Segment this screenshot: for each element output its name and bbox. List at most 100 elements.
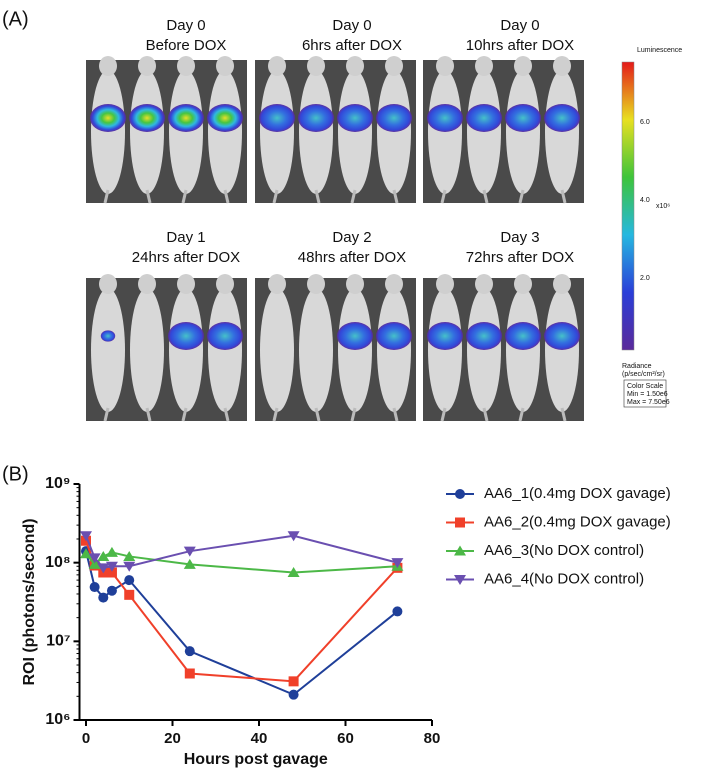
y-tick-label: 10⁹ — [45, 475, 70, 492]
mouse-head — [138, 56, 156, 76]
imaging-panel — [86, 56, 247, 204]
image-caption: Before DOX — [146, 37, 227, 54]
mouse-head — [385, 274, 403, 294]
legend-label: AA6_1(0.4mg DOX gavage) — [484, 485, 671, 502]
mouse-head — [138, 274, 156, 294]
data-point — [79, 548, 92, 559]
x-tick-label: 80 — [424, 730, 441, 747]
mouse-head — [385, 56, 403, 76]
data-point — [183, 546, 196, 557]
image-caption: 72hrs after DOX — [466, 249, 574, 266]
imaging-panel — [255, 56, 416, 204]
mouse-head — [475, 56, 493, 76]
colorbar-tick: 2.0 — [640, 275, 650, 282]
colorbar-title: Luminescence — [637, 47, 682, 54]
signal — [168, 104, 204, 132]
y-axis-label: ROI (photons/second) — [21, 518, 38, 685]
mouse-head — [436, 56, 454, 76]
signal — [298, 104, 334, 132]
mouse-head — [514, 56, 532, 76]
signal — [337, 322, 373, 350]
data-point — [288, 676, 299, 687]
mouse-tail — [350, 189, 357, 204]
data-point — [106, 585, 117, 596]
mouse-head — [307, 56, 325, 76]
mouse-tail — [518, 189, 525, 204]
mouse-tail — [560, 189, 567, 204]
x-tick-label: 60 — [337, 730, 354, 747]
image-caption: 24hrs after DOX — [132, 249, 240, 266]
mouse-tail — [272, 407, 279, 422]
signal — [129, 104, 165, 132]
mouse-head — [177, 274, 195, 294]
signal — [259, 104, 295, 132]
panel-label: (A) — [2, 8, 29, 30]
mouse-head — [307, 274, 325, 294]
legend-marker — [454, 575, 466, 585]
signal — [544, 104, 580, 132]
mouse-head — [268, 56, 286, 76]
mouse — [130, 288, 164, 412]
mouse-tail — [482, 189, 489, 204]
imaging-panel — [255, 274, 416, 422]
mouse-tail — [181, 189, 188, 204]
mouse-head — [475, 274, 493, 294]
data-point — [79, 531, 92, 542]
signal — [427, 104, 463, 132]
data-point — [105, 546, 118, 557]
legend-marker — [455, 517, 465, 528]
colorbar-unit: (p/sec/cm²/sr) — [622, 371, 665, 378]
colorbar — [621, 61, 635, 351]
data-point — [183, 558, 196, 569]
panel-label: (B) — [2, 463, 29, 485]
colorbar-exponent: x10⁶ — [656, 203, 670, 210]
data-point — [124, 575, 135, 586]
image-caption: Day 0 — [500, 17, 539, 34]
scale-box-text: Min = 1.50e6 — [627, 391, 668, 398]
mouse-head — [553, 56, 571, 76]
image-caption: 48hrs after DOX — [298, 249, 406, 266]
mouse — [299, 288, 333, 412]
mouse-head — [553, 274, 571, 294]
mouse-tail — [181, 407, 188, 422]
mouse-tail — [482, 407, 489, 422]
data-point — [106, 567, 117, 578]
mouse-head — [99, 274, 117, 294]
image-caption: Day 2 — [332, 229, 371, 246]
signal — [427, 322, 463, 350]
mouse-tail — [440, 189, 447, 204]
series-line — [85, 550, 399, 696]
legend-label: AA6_4(No DOX control) — [484, 570, 644, 587]
image-caption: 6hrs after DOX — [302, 37, 402, 54]
mouse-head — [216, 56, 234, 76]
x-tick-label: 20 — [164, 730, 181, 747]
mouse-tail — [518, 407, 525, 422]
mouse-tail — [103, 189, 110, 204]
mouse — [260, 288, 294, 412]
data-point — [89, 582, 100, 593]
data-point — [88, 558, 101, 569]
data-point — [123, 561, 136, 572]
signal — [90, 104, 126, 132]
mouse-tail — [314, 407, 321, 422]
image-caption: Day 1 — [166, 229, 205, 246]
data-point — [391, 558, 404, 569]
colorbar-tick: 4.0 — [640, 197, 650, 204]
x-tick-label: 40 — [251, 730, 268, 747]
mouse-tail — [392, 407, 399, 422]
legend-label: AA6_3(No DOX control) — [484, 542, 644, 559]
scale-box-text: Color Scale — [627, 383, 663, 390]
mouse-tail — [103, 407, 110, 422]
mouse-tail — [392, 189, 399, 204]
data-point — [184, 646, 195, 657]
data-point — [105, 561, 118, 572]
mouse-head — [99, 56, 117, 76]
mouse-tail — [314, 189, 321, 204]
mouse-head — [514, 274, 532, 294]
mouse-tail — [223, 407, 230, 422]
mouse-tail — [223, 189, 230, 204]
x-tick-label: 0 — [82, 730, 90, 747]
data-point — [97, 563, 110, 574]
scale-box-text: Max = 7.50e6 — [627, 399, 670, 406]
